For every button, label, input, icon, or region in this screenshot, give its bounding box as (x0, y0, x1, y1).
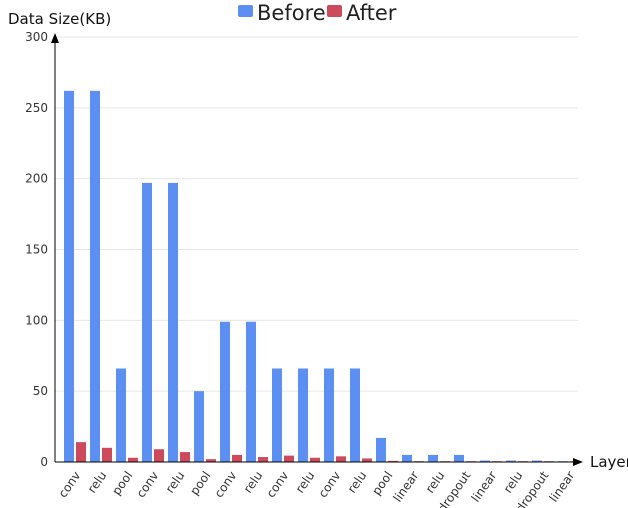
x-tick-label: linear (547, 469, 578, 505)
bar-after-8 (284, 455, 294, 462)
bar-before-6 (220, 321, 230, 462)
bar-before-18 (532, 460, 542, 462)
bar-before-13 (402, 454, 412, 462)
bar-before-7 (246, 321, 256, 462)
bar-after-10 (336, 456, 346, 462)
x-tick-label: conv (264, 469, 292, 501)
y-axis-title: Data Size(KB) (8, 10, 111, 28)
bar-after-4 (180, 452, 190, 462)
bar-after-6 (232, 454, 242, 462)
x-tick-label: relu (85, 469, 110, 496)
bar-before-1 (90, 90, 100, 462)
y-tick-label: 100 (25, 313, 48, 327)
x-tick-label: pool (187, 469, 213, 498)
bar-before-12 (376, 437, 386, 462)
legend[interactable]: Before After (238, 1, 397, 25)
x-tick-label: conv (56, 469, 84, 501)
x-tick-label: relu (163, 469, 188, 496)
x-tick-label: relu (241, 469, 266, 496)
bar-after-0 (76, 442, 86, 462)
axes (51, 33, 583, 466)
bars (64, 90, 580, 462)
x-axis-title: Layer (590, 453, 628, 471)
x-tick-label: conv (316, 469, 344, 501)
y-tick-label: 0 (40, 455, 48, 469)
bar-after-2 (128, 457, 138, 462)
bar-after-11 (362, 458, 372, 462)
legend-swatch (327, 5, 342, 17)
x-tick-label: relu (293, 469, 318, 496)
x-tick-label: relu (501, 469, 526, 496)
bar-before-10 (324, 368, 334, 462)
y-tick-label: 200 (25, 172, 48, 186)
bar-after-1 (102, 447, 112, 462)
bar-after-7 (258, 457, 268, 462)
bar-before-3 (142, 182, 152, 462)
x-tick-label: conv (212, 469, 240, 501)
y-tick-label: 250 (25, 101, 48, 115)
x-tick-label: pool (109, 469, 135, 498)
x-tick-label: conv (134, 469, 162, 501)
bar-before-9 (298, 368, 308, 462)
y-tick-labels: 0 50 100 150 200 250 300 (25, 30, 48, 469)
legend-label: Before (257, 1, 326, 25)
legend-item-after[interactable]: After (327, 1, 397, 25)
y-axis-arrow (51, 33, 59, 43)
x-tick-label: relu (423, 469, 448, 496)
legend-label: After (346, 1, 397, 25)
bar-before-2 (116, 368, 126, 462)
x-tick-label: relu (345, 469, 370, 496)
bar-before-14 (428, 454, 438, 462)
bar-before-8 (272, 368, 282, 462)
y-tick-label: 150 (25, 243, 48, 257)
bar-before-11 (350, 368, 360, 462)
legend-swatch (238, 5, 253, 17)
bar-after-5 (206, 459, 216, 462)
bar-before-15 (454, 454, 464, 462)
bar-after-3 (154, 449, 164, 462)
bar-before-5 (194, 391, 204, 462)
x-tick-label: linear (391, 469, 422, 505)
bar-before-16 (480, 460, 490, 462)
gridlines (55, 36, 578, 392)
x-axis-arrow (573, 458, 583, 466)
y-tick-label: 50 (33, 384, 48, 398)
x-tick-label: linear (469, 469, 500, 505)
bar-after-9 (310, 457, 320, 462)
legend-item-before[interactable]: Before (238, 1, 326, 25)
bar-before-4 (168, 182, 178, 462)
bar-before-17 (506, 460, 516, 462)
y-tick-label: 300 (25, 30, 48, 44)
bar-before-0 (64, 90, 74, 462)
bar-after-12 (388, 460, 398, 462)
